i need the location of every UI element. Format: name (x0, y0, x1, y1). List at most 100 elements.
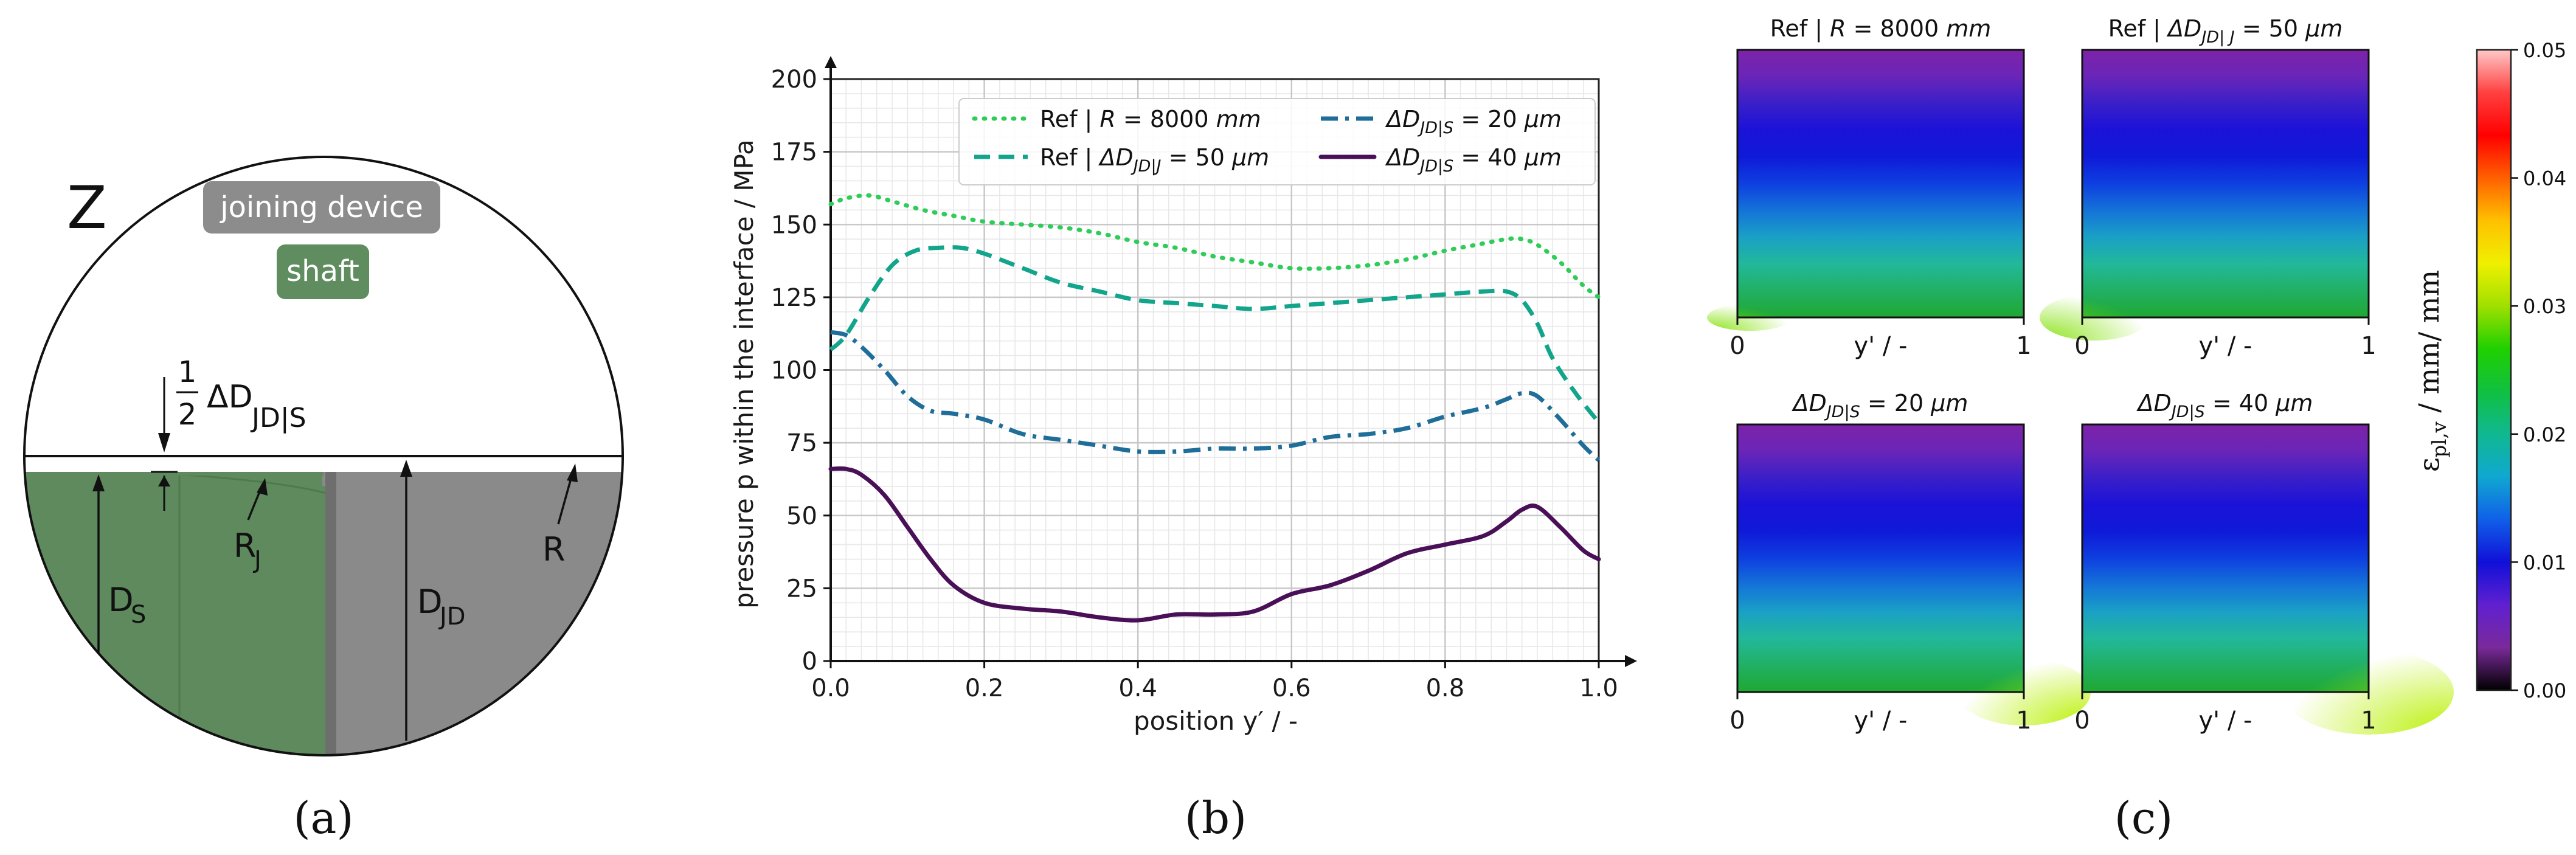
colorbar-tick-label: 0.03 (2523, 295, 2566, 318)
shaft-crown (24, 473, 328, 755)
heatmap-x-label: y' / - (2198, 707, 2252, 735)
heatmap-x-tick-label: 1 (2016, 332, 2031, 360)
gap-dimension: 1 2 ΔD JD|S (151, 355, 306, 511)
gap-arrowhead-up (158, 476, 170, 486)
colorbar-strip (2476, 49, 2512, 691)
rj-label: R (234, 527, 257, 565)
colorbar-label-unit: / mm/ mm (2412, 270, 2445, 421)
y-tick-label: 200 (771, 66, 817, 94)
colorbar-tick-label: 0.01 (2523, 551, 2566, 574)
legend-box (958, 98, 1596, 185)
panel-label-b: (b) (1185, 792, 1247, 843)
r-arrowhead (567, 463, 578, 482)
heatmap-title: ΔDJD|S = 40 μm (2136, 390, 2313, 421)
heatmap-1: Ref | R = 8000 mm 0 1 y' / - (1707, 15, 2032, 360)
y-tick-label: 150 (771, 211, 817, 239)
heatmap-x-tick-label: 0 (2074, 707, 2090, 735)
gap-fraction-numerator: 1 (178, 355, 197, 389)
heatmap-frame (1736, 423, 2025, 693)
x-tick-label: 0.8 (1426, 674, 1465, 702)
x-axis-arrowhead (1625, 655, 1637, 667)
y-ticks: 0 25 50 75 100 125 150 175 200 (771, 66, 831, 676)
y-axis-label-text: pressure p within the interface / MPa (729, 139, 759, 608)
joining-device-label: joining device (220, 190, 423, 224)
x-tick-label: 1.0 (1579, 674, 1618, 702)
heatmap-title: Ref | ΔDJD| J = 50 μm (2108, 15, 2343, 47)
djd-label: D (417, 583, 443, 621)
y-tick-label: 25 (786, 575, 817, 603)
rj-subscript: J (252, 546, 261, 574)
colorbar-label-subscript: pl,v (2428, 421, 2451, 457)
strain-heatmaps: Ref | R = 8000 mm0 1y' / -Ref | ΔDJD| J =… (1707, 15, 2566, 843)
heatmap-x-tick-label: 1 (2016, 707, 2031, 735)
joining-device-badge (203, 181, 440, 234)
colorbar: 0.00 0.01 0.02 0.03 0.04 0.05 εpl,v / mm/ mm (2412, 39, 2566, 702)
gap-symbol: ΔD (207, 379, 253, 415)
colorbar-label: εpl,v / mm/ mm (2412, 270, 2451, 472)
heatmap-x-tick-label: 1 (2361, 707, 2376, 735)
colorbar-label-text: εpl,v / mm/ mm (2412, 270, 2451, 472)
r-label: R (542, 530, 566, 569)
heatmap-x-tick-label: 1 (2361, 332, 2376, 360)
gap-fraction-denominator: 2 (178, 398, 197, 432)
y-tick-label: 75 (786, 429, 817, 457)
heatmap-x-label: y' / - (1854, 707, 1907, 735)
heatmap-title: ΔDJD|S = 20 μm (1792, 390, 1968, 421)
heatmap-grid: Ref | R = 8000 mm0 1y' / -Ref | ΔDJD| J =… (1707, 15, 2454, 735)
colorbar-tick-label: 0.05 (2523, 39, 2566, 62)
heatmap-3: ΔDJD|S = 20 μm 0 1 y' / - (1729, 390, 2091, 735)
legend: Ref | R = 8000 mm Ref | ΔDJD|J = 50 μm ΔDJ… (958, 98, 1596, 185)
colorbar-tick-label: 0.02 (2523, 423, 2566, 446)
detail-label: Z (67, 174, 107, 242)
heatmap-x-label: y' / - (2198, 332, 2252, 360)
rj-arrowhead (257, 478, 268, 496)
x-axis-label: position y′ / - (1134, 706, 1298, 736)
joining-device-body (322, 456, 623, 755)
gap-strip (24, 456, 623, 472)
ds-arrowhead (92, 474, 105, 491)
panel-label-c: (c) (2114, 792, 2173, 843)
heatmap-x-tick-label: 0 (2074, 332, 2090, 360)
heatmap-2: Ref | ΔDJD| J = 50 μm 0 1 y' / - (2040, 15, 2377, 360)
device-radius-dimension: R (542, 463, 578, 569)
colorbar-tick-label: 0.00 (2523, 679, 2566, 702)
x-axis-label-text: position y′ / - (1134, 706, 1298, 736)
series-line-4 (828, 466, 1601, 623)
x-ticks: 0.0 0.2 0.4 0.6 0.8 1.0 (811, 661, 1618, 702)
heatmap-frame (2081, 49, 2370, 319)
heatmap-x-label: y' / - (1854, 332, 1907, 360)
heatmap-x-tick-label: 0 (1729, 332, 1745, 360)
gap-subscript: JD|S (250, 403, 306, 434)
colorbar-ticks: 0.00 0.01 0.02 0.03 0.04 0.05 (2511, 39, 2566, 702)
ds-subscript: S (131, 601, 146, 629)
heatmap-frame (1736, 49, 2025, 319)
shaft-label: shaft (286, 254, 359, 288)
schematic-panel: Z joining device shaft 1 2 ΔD JD|S D S (23, 156, 624, 843)
shaft-top-edge (24, 472, 324, 476)
y-tick-label: 175 (771, 139, 817, 167)
heatmap-x-tick-label: 0 (1729, 707, 1745, 735)
colorbar-label-symbol: ε (2412, 457, 2445, 472)
y-axis-arrowhead (825, 56, 837, 68)
heatmap-field (1737, 424, 2024, 692)
device-chamfer (325, 456, 336, 755)
series-line-3 (830, 330, 1601, 462)
y-axis-label: pressure p within the interface / MPa (729, 139, 759, 608)
series-lines (828, 193, 1601, 623)
y-tick-label: 0 (802, 648, 817, 676)
heatmap-frame (2081, 423, 2370, 693)
shaft-badge (277, 244, 369, 299)
gap-arrowhead-down (158, 433, 170, 452)
djd-arrowhead (400, 460, 412, 477)
djd-subscript: JD (438, 603, 466, 631)
detail-circle (23, 156, 624, 756)
y-tick-label: 125 (771, 284, 817, 312)
heatmap-field (2082, 424, 2369, 692)
heatmap-field (2082, 50, 2369, 317)
x-tick-label: 0.4 (1118, 674, 1157, 702)
pressure-chart: 0.0 0.2 0.4 0.6 0.8 1.0 0 25 50 75 100 125 150 175 20… (729, 56, 1637, 843)
series-line-2 (829, 245, 1601, 424)
y-tick-label: 50 (786, 502, 817, 530)
x-tick-label: 0.6 (1272, 674, 1311, 702)
